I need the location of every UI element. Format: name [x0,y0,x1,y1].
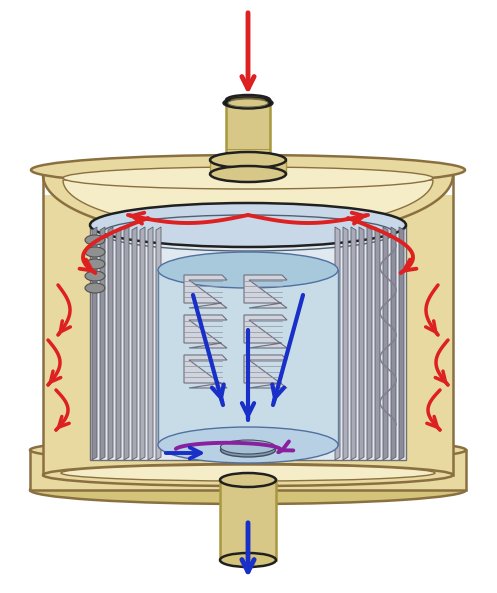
Polygon shape [367,227,372,460]
Ellipse shape [30,476,466,504]
Ellipse shape [85,235,105,245]
Ellipse shape [30,438,466,462]
Polygon shape [335,227,340,460]
Polygon shape [220,480,276,560]
Ellipse shape [221,443,275,457]
Ellipse shape [43,464,453,486]
Polygon shape [116,227,121,460]
Ellipse shape [221,440,275,454]
Polygon shape [375,227,380,460]
Polygon shape [90,225,406,460]
Polygon shape [244,275,287,308]
Polygon shape [383,227,388,460]
Ellipse shape [158,427,338,463]
Ellipse shape [61,465,435,481]
Polygon shape [184,315,227,348]
Ellipse shape [223,97,273,109]
Polygon shape [140,227,145,460]
Polygon shape [124,227,129,460]
Polygon shape [92,227,97,460]
Ellipse shape [85,271,105,281]
Ellipse shape [210,166,286,182]
Ellipse shape [31,155,465,185]
Polygon shape [226,100,270,165]
Polygon shape [158,270,338,445]
Ellipse shape [210,152,286,168]
Polygon shape [351,227,356,460]
Ellipse shape [85,259,105,269]
Polygon shape [43,195,453,475]
Polygon shape [391,227,396,460]
Polygon shape [148,227,153,460]
Polygon shape [43,175,453,240]
Ellipse shape [228,99,268,107]
Polygon shape [210,160,286,174]
Ellipse shape [85,247,105,257]
Polygon shape [244,355,287,388]
Polygon shape [132,227,137,460]
Ellipse shape [63,167,433,189]
Ellipse shape [85,283,105,293]
Ellipse shape [220,553,276,567]
Polygon shape [184,275,227,308]
Polygon shape [244,315,287,348]
Polygon shape [100,227,105,460]
Polygon shape [156,227,161,460]
Ellipse shape [220,473,276,487]
Polygon shape [184,355,227,388]
Polygon shape [108,227,113,460]
Polygon shape [63,180,433,230]
Polygon shape [359,227,364,460]
Ellipse shape [158,252,338,288]
Ellipse shape [90,203,406,247]
Polygon shape [343,227,348,460]
Polygon shape [30,450,466,490]
Polygon shape [399,227,404,460]
Ellipse shape [230,97,266,103]
Ellipse shape [226,95,270,105]
